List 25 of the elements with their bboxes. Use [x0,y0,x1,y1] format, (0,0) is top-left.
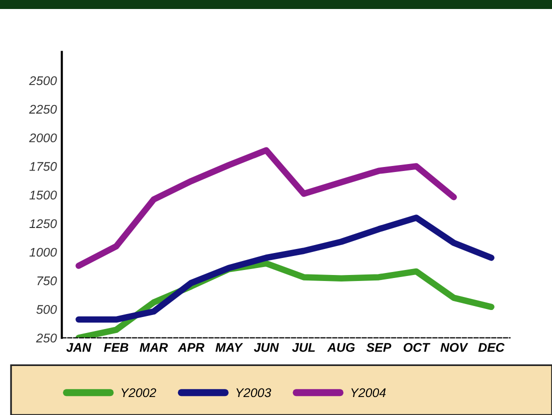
x-tick-label: APR [178,343,204,352]
x-tick-label: OCT [404,343,430,352]
x-tick-label: DEC [478,343,505,352]
y-tick-label: 250 [36,334,57,342]
y-tick-label: 2250 [29,104,57,114]
y-tick-label: 750 [37,276,57,286]
x-tick-label: JUL [292,343,315,352]
y-tick-label: 1750 [29,162,57,171]
x-tick-label: NOV [440,343,468,352]
legend-label: Y2002 [122,388,156,398]
x-tick-label: SEP [366,343,392,352]
y-tick-label: 1500 [29,190,57,200]
x-tick-label: JAN [66,343,92,352]
x-tick-label: MAY [216,343,244,352]
y-tick-label: 1000 [29,248,57,257]
x-tick-label: FEB [104,343,128,352]
x-tick-label: AUG [327,343,355,352]
y-tick-label: 2000 [29,133,57,142]
x-tick-label: MAR [140,343,168,352]
y-tick-label: 2500 [29,76,57,86]
legend-label: Y2004 [351,388,386,398]
legend-label: Y2003 [236,388,272,398]
x-tick-label: JUN [254,343,279,352]
y-tick-label: 1250 [29,219,57,228]
y-tick-label: 500 [36,305,57,314]
